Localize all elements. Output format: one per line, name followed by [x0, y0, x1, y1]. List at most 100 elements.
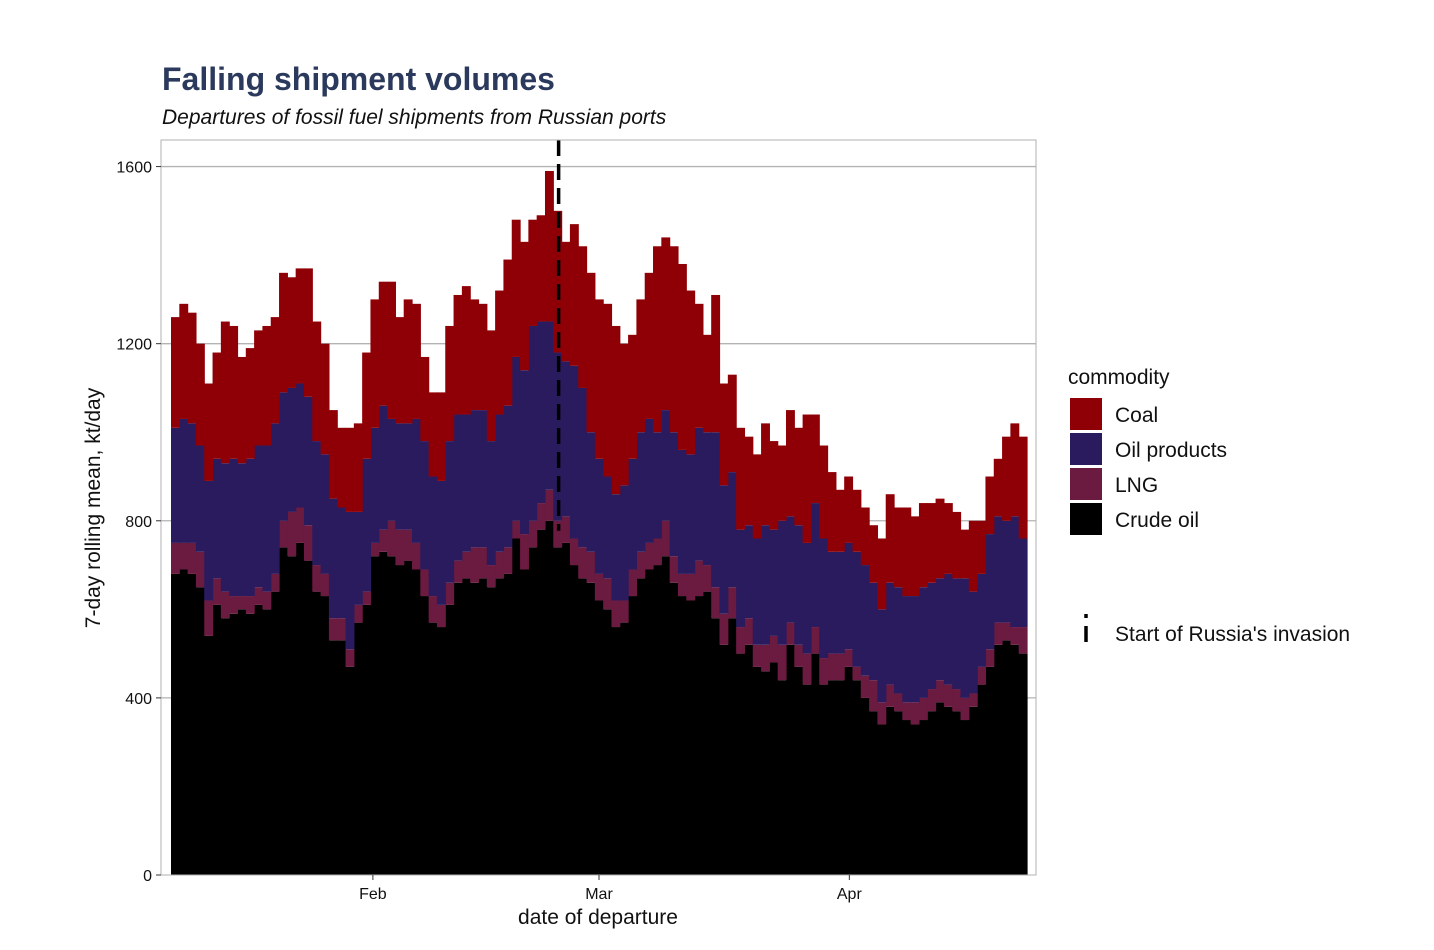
area-step — [694, 427, 704, 561]
area-step — [777, 445, 787, 521]
area-step — [511, 356, 521, 521]
area-step — [495, 414, 505, 552]
series-coal — [171, 170, 1028, 610]
area-step — [320, 343, 330, 455]
area-step — [727, 374, 737, 473]
area-step — [835, 551, 845, 654]
area-step — [420, 356, 430, 442]
area-step — [362, 352, 372, 459]
area-step — [486, 330, 496, 442]
area-step — [229, 596, 239, 614]
area-step — [810, 627, 820, 654]
area-step — [769, 662, 779, 875]
area-step — [528, 325, 538, 521]
area-step — [553, 210, 563, 353]
area-step — [353, 622, 363, 875]
area-step — [885, 494, 895, 583]
area-step — [353, 511, 363, 605]
area-step — [810, 503, 820, 628]
area-step — [802, 542, 812, 654]
area-step — [428, 622, 438, 875]
area-step — [420, 441, 430, 570]
area-step — [403, 299, 413, 424]
area-step — [362, 604, 372, 875]
legend-swatch — [1070, 468, 1102, 500]
chart-subtitle: Departures of fossil fuel shipments from… — [162, 106, 667, 129]
area-step — [761, 644, 770, 672]
area-step — [810, 653, 820, 875]
area-step — [727, 472, 737, 588]
area-step — [827, 472, 837, 552]
area-step — [603, 303, 613, 477]
area-step — [977, 573, 987, 667]
area-step — [195, 587, 205, 875]
area-step — [694, 303, 704, 428]
area-step — [968, 693, 978, 707]
area-step — [628, 458, 637, 570]
area-step — [445, 582, 455, 605]
area-step — [744, 525, 754, 619]
series-oil-products — [171, 321, 1028, 703]
area-step — [378, 529, 388, 552]
area-step — [603, 609, 613, 875]
legend: commodity Coal Oil products LNG Crude oil St… — [1068, 366, 1350, 650]
area-step — [187, 423, 197, 543]
area-step — [744, 618, 754, 645]
area-step — [927, 503, 937, 583]
area-step — [470, 299, 480, 411]
area-step — [586, 582, 596, 875]
area-step — [453, 414, 463, 561]
area-step — [761, 423, 770, 526]
area-step — [860, 697, 870, 875]
area-step — [711, 432, 721, 588]
area-step — [503, 573, 513, 875]
area-step — [736, 653, 746, 875]
area-step — [478, 578, 488, 875]
area-step — [594, 600, 604, 875]
area-step — [553, 547, 563, 875]
area-step — [1018, 436, 1028, 539]
legend-title: commodity — [1068, 366, 1170, 389]
area-step — [204, 600, 214, 636]
area-step — [894, 507, 903, 588]
area-step — [478, 303, 488, 411]
area-step — [661, 556, 671, 875]
area-step — [337, 507, 347, 619]
area-step — [910, 596, 920, 703]
area-step — [877, 609, 887, 703]
area-step — [902, 702, 912, 721]
chart-title: Falling shipment volumes — [162, 61, 555, 97]
y-tick-label: 1200 — [116, 337, 152, 354]
area-step — [520, 569, 529, 875]
area-step — [636, 299, 646, 433]
area-step — [611, 627, 621, 875]
area-step — [403, 560, 413, 875]
area-step — [1010, 423, 1020, 517]
area-step — [362, 591, 372, 605]
area-step — [910, 702, 920, 725]
area-step — [785, 622, 795, 645]
y-axis-title: 7-day rolling mean, kt/day — [82, 387, 105, 628]
area-step — [993, 644, 1003, 875]
area-step — [711, 618, 721, 875]
area-step — [536, 529, 546, 875]
area-step — [860, 565, 870, 676]
area-step — [436, 480, 446, 605]
area-step — [835, 653, 845, 681]
area-step — [661, 410, 671, 521]
area-step — [653, 565, 662, 875]
area-step — [619, 622, 629, 875]
area-step — [254, 445, 264, 588]
area-step — [719, 485, 729, 614]
area-step — [544, 321, 554, 490]
area-step — [686, 290, 696, 455]
area-step — [902, 720, 912, 875]
area-step — [287, 387, 297, 512]
area-step — [777, 680, 787, 875]
area-step — [561, 361, 571, 517]
area-step — [736, 529, 746, 628]
area-step — [478, 410, 488, 548]
area-step — [752, 644, 762, 667]
area-step — [1002, 520, 1011, 623]
